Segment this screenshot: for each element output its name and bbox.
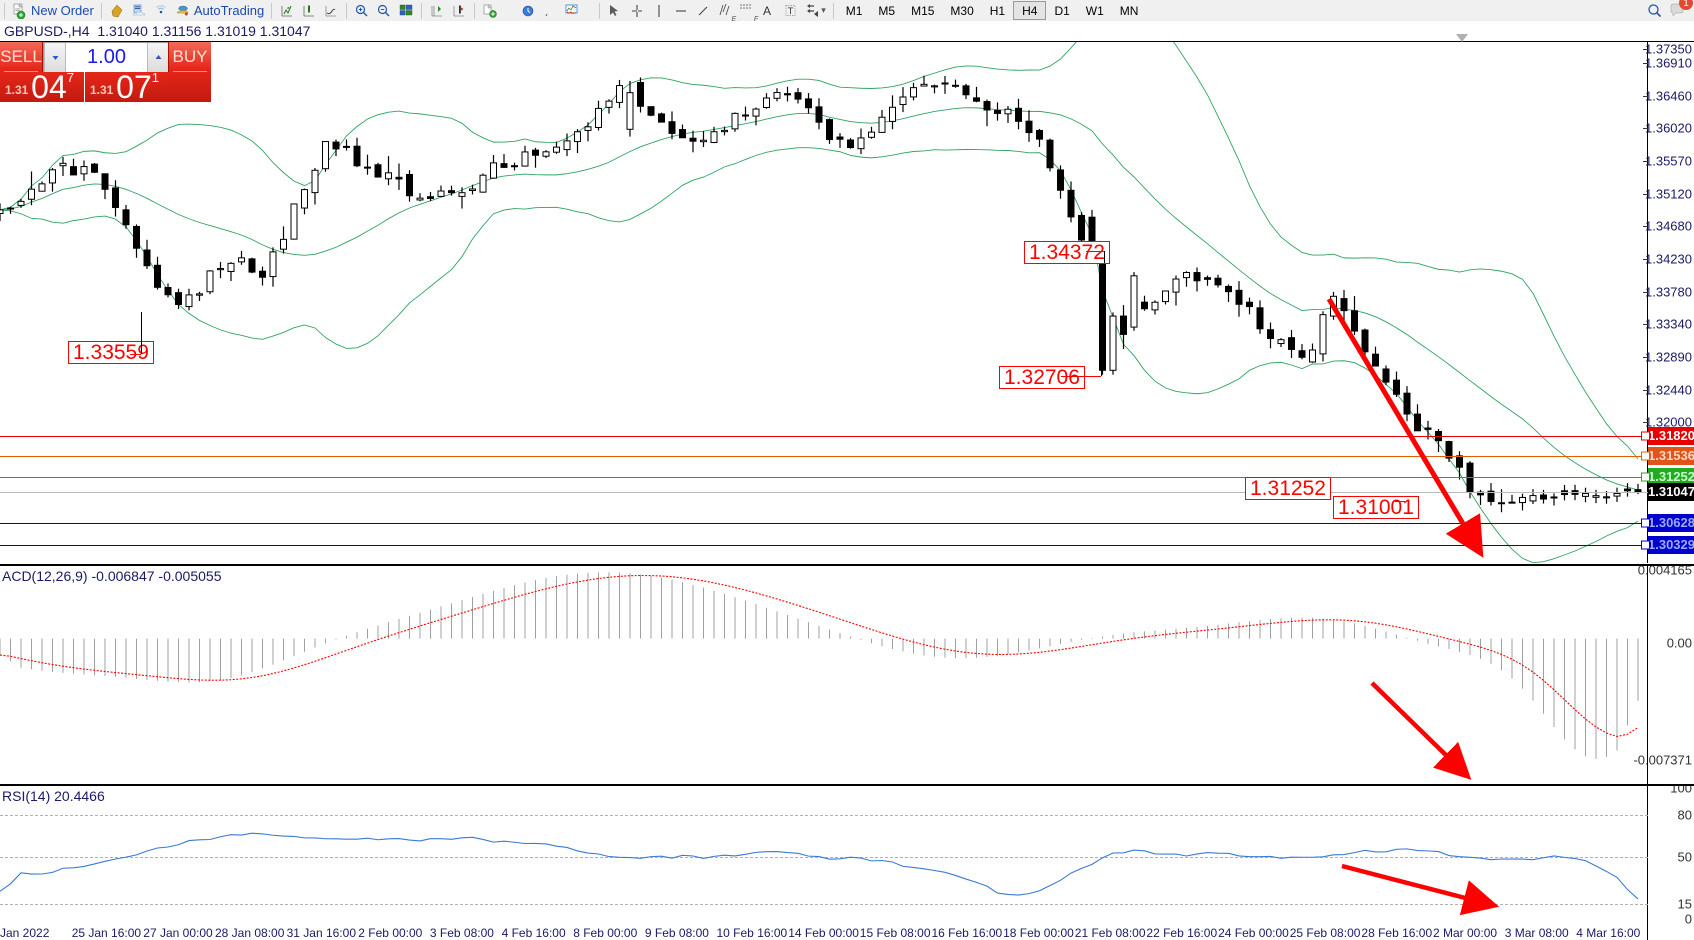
svg-text:T: T [788,6,794,16]
svg-text:A: A [763,4,771,18]
